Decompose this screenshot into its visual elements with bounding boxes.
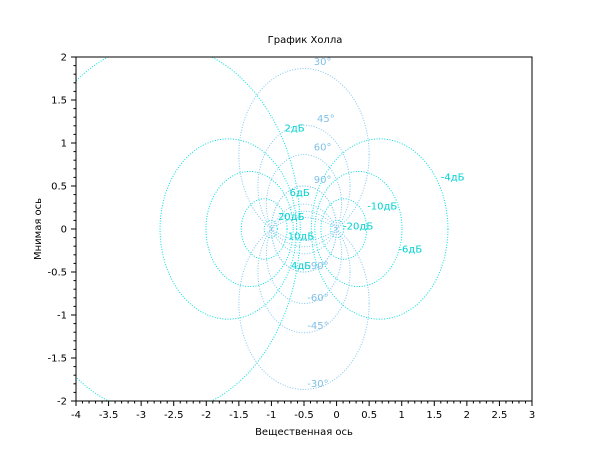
phase-circle <box>270 185 338 273</box>
grid-label: -30° <box>307 379 328 390</box>
magnitude-circle <box>330 219 345 239</box>
phase-circle <box>257 124 351 248</box>
magnitude-circle <box>310 138 449 320</box>
magnitude-circle <box>240 198 288 260</box>
x-tick-label: -3.5 <box>99 410 119 421</box>
x-tick-label: 0.5 <box>361 410 377 421</box>
x-tick-label: -2.5 <box>164 410 184 421</box>
y-tick-label: 0 <box>61 225 67 236</box>
x-axis-label: Вещественная ось <box>255 427 353 438</box>
x-tick-label: -0.5 <box>294 410 314 421</box>
grid-label: 90° <box>314 175 332 186</box>
x-axis: -4 -3.5 -3 -2.5 -2 -1.5 -1 -0.5 0 0.5 1 1.5 2 2.5 3 <box>71 401 535 421</box>
grid-label: 60° <box>314 142 332 153</box>
x-tick-label: 3 <box>529 410 535 421</box>
grid-label: 6дБ <box>290 188 310 199</box>
phase-circle <box>265 154 343 255</box>
x-tick-label: -2 <box>201 410 211 421</box>
grid-label: -90° <box>307 261 328 272</box>
y-tick-label: 0.5 <box>51 182 67 193</box>
y-axis-label: Мнимая ось <box>33 198 44 260</box>
magnitude-circle <box>263 219 278 239</box>
x-tick-label: 1 <box>399 410 405 421</box>
grid-label: -60° <box>307 293 328 304</box>
y-tick-label: -1 <box>57 311 67 322</box>
y-tick-label: -2 <box>57 397 67 408</box>
grid-label: 10дБ <box>288 232 315 243</box>
hall-grid <box>76 57 449 401</box>
x-tick-label: -4 <box>71 410 81 421</box>
phase-circle <box>238 68 370 242</box>
x-tick-label: 2.5 <box>491 410 507 421</box>
y-tick-label: -1.5 <box>47 354 67 365</box>
plot-frame <box>75 56 533 402</box>
y-tick-label: 2 <box>61 53 67 64</box>
x-tick-label: 0 <box>333 410 339 421</box>
grid-label: -10дБ <box>367 202 397 213</box>
x-tick-label: 2 <box>464 410 470 421</box>
grid-labels: 30° 45° 60° 90° 2дБ 6дБ 20дБ 10дБ 4дБ-90° -10дБ -2… <box>278 57 465 390</box>
y-tick-label: 1 <box>61 139 67 150</box>
y-axis: -2 -1.5 -1 -0.5 0 0.5 1 1.5 2 <box>47 53 76 408</box>
grid-label: -45° <box>307 321 328 332</box>
magnitude-circle <box>314 170 403 288</box>
grid-label: -4дБ <box>441 172 465 183</box>
magnitude-circle <box>159 138 298 320</box>
magnitude-circle <box>76 57 301 401</box>
phase-circle <box>238 216 370 390</box>
x-tick-label: -1 <box>266 410 276 421</box>
grid-label: 45° <box>317 114 335 125</box>
phase-circle <box>265 203 343 304</box>
x-tick-label: 1.5 <box>426 410 442 421</box>
grid-label: 4дБ <box>291 261 311 272</box>
phase-circle <box>257 210 351 334</box>
grid-label: 20дБ <box>278 212 305 223</box>
x-tick-label: -1.5 <box>229 410 249 421</box>
magnitude-circle <box>205 170 294 288</box>
grid-label: -6дБ <box>398 245 422 256</box>
grid-label: 2дБ <box>284 123 304 134</box>
grid-label: 30° <box>314 57 332 68</box>
chart-title: График Холла <box>268 35 343 46</box>
x-tick-label: -3 <box>136 410 146 421</box>
y-tick-label: 1.5 <box>51 96 67 107</box>
magnitude-circle <box>320 198 368 260</box>
grid-label: -20дБ <box>343 221 373 232</box>
y-tick-label: -0.5 <box>47 268 67 279</box>
